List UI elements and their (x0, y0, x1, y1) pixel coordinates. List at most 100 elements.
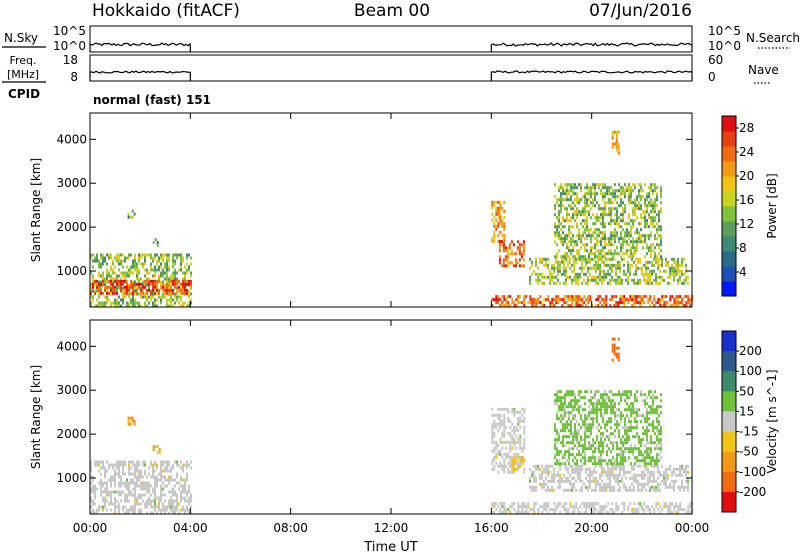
echo-cell (108, 298, 110, 302)
echo-cell (517, 419, 520, 423)
echo-cell (616, 459, 618, 463)
echo-cell (586, 423, 588, 427)
echo-cell (656, 405, 658, 409)
echo-cell (144, 460, 146, 464)
echo-cell (190, 493, 192, 497)
echo-cell (166, 469, 168, 473)
echo-cell (547, 295, 550, 299)
echo-cell (617, 352, 620, 356)
echo-cell (557, 278, 559, 282)
echo-cell (568, 441, 570, 445)
echo-cell (525, 508, 528, 512)
echo-cell (90, 271, 92, 275)
echo-cell (520, 243, 523, 247)
echo-cell (172, 466, 174, 470)
echo-cell (144, 505, 146, 509)
echo-cell (611, 269, 613, 273)
echo-cell (140, 508, 142, 512)
echo-cell (106, 499, 108, 503)
echo-cell (637, 473, 639, 477)
echo-cell (683, 485, 685, 489)
echo-cell (136, 481, 138, 485)
echo-cell (162, 282, 164, 286)
echo-cell (576, 210, 578, 214)
echo-cell (573, 482, 575, 486)
echo-cell (565, 281, 567, 285)
echo-cell (565, 479, 567, 483)
echo-cell (653, 476, 655, 480)
echo-cell (576, 429, 578, 433)
echo-cell (596, 417, 598, 421)
echo-cell (663, 482, 665, 486)
echo-cell (503, 511, 506, 515)
echo-cell (517, 422, 520, 426)
echo-cell (138, 508, 140, 512)
echo-cell (504, 246, 507, 250)
echo-cell (140, 487, 142, 491)
echo-cell (176, 508, 178, 512)
echo-cell (669, 464, 671, 468)
echo-cell (609, 485, 611, 489)
echo-cell (166, 484, 168, 488)
echo-cell (517, 440, 520, 444)
echo-cell (523, 437, 526, 441)
echo-cell (558, 405, 560, 409)
echo-cell (558, 399, 560, 403)
echo-cell (653, 304, 656, 308)
echo-cell (559, 482, 561, 486)
echo-cell (641, 488, 643, 492)
echo-cell (594, 198, 596, 202)
echo-cell (142, 487, 144, 491)
echo-cell (649, 476, 651, 480)
echo-cell (588, 234, 590, 238)
echo-cell (529, 257, 531, 261)
echo-cell (501, 440, 504, 444)
echo-cell (146, 295, 148, 299)
echo-cell (560, 222, 562, 226)
echo-cell (643, 502, 646, 506)
echo-cell (554, 426, 556, 430)
echo-cell (116, 282, 118, 286)
echo-cell (92, 490, 94, 494)
echo-cell (636, 420, 638, 424)
echo-cell (90, 499, 92, 503)
echo-cell (604, 411, 606, 415)
echo-cell (556, 231, 558, 235)
echo-cell (102, 256, 104, 260)
echo-cell (685, 479, 687, 483)
echo-cell (503, 215, 506, 219)
echo-cell (491, 304, 494, 308)
echo-cell (640, 444, 642, 448)
echo-cell (562, 405, 564, 409)
echo-cell (150, 289, 152, 293)
echo-cell (663, 278, 665, 282)
echo-cell (563, 266, 565, 270)
echo-cell (120, 288, 122, 292)
echo-cell (90, 282, 92, 286)
echo-cell (631, 298, 634, 302)
echo-cell (176, 298, 178, 302)
echo-cell (186, 508, 188, 512)
echo-cell (523, 446, 526, 450)
echo-cell (543, 298, 546, 302)
echo-cell (590, 237, 592, 241)
echo-cell (144, 469, 146, 473)
echo-cell (613, 467, 615, 471)
echo-cell (504, 255, 507, 259)
echo-cell (186, 478, 188, 482)
echo-cell (603, 275, 605, 279)
echo-cell (104, 466, 106, 470)
echo-cell (584, 453, 586, 457)
echo-cell (651, 505, 654, 509)
echo-cell (569, 464, 571, 468)
echo-cell (588, 435, 590, 439)
echo-cell (188, 289, 190, 293)
echo-cell (166, 274, 168, 278)
echo-cell (618, 222, 620, 226)
nsky-strip-frame (89, 25, 693, 53)
echo-cell (168, 259, 170, 263)
echo-cell (166, 268, 168, 272)
echo-cell (578, 423, 580, 427)
echo-cell (174, 253, 176, 257)
echo-cell (631, 508, 634, 512)
